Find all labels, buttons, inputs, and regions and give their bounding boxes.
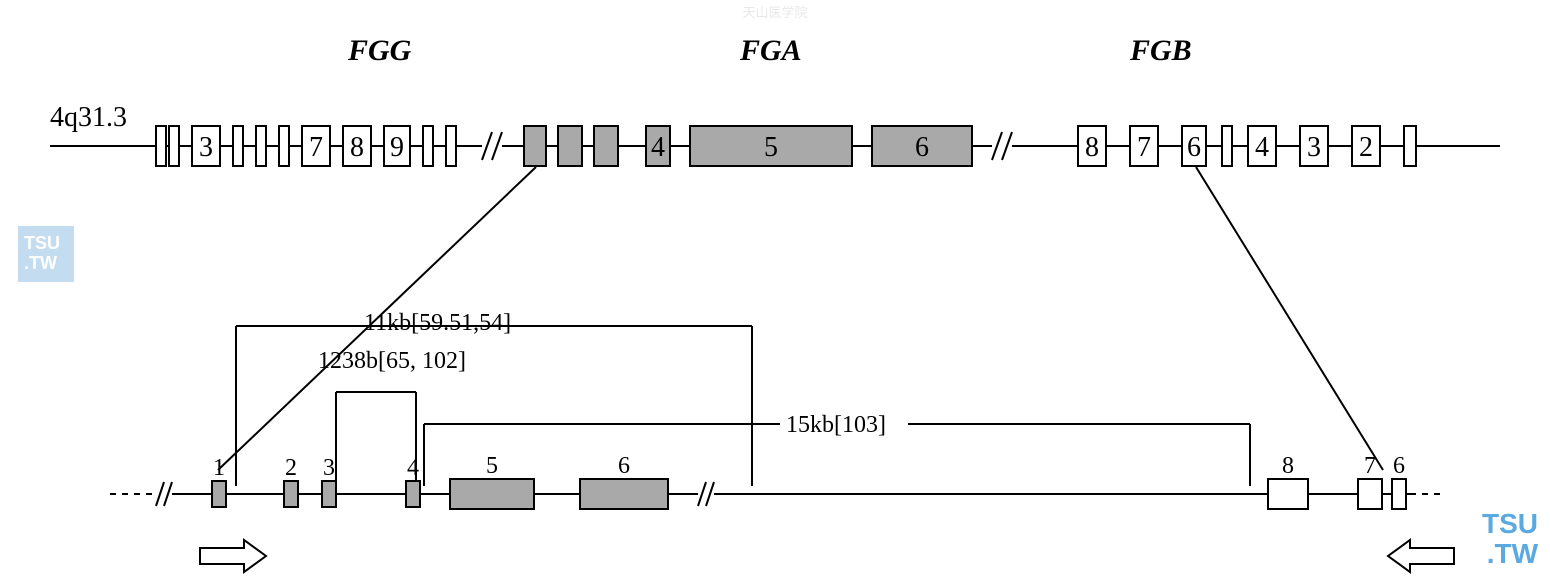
svg-text:15kb[103]: 15kb[103] bbox=[786, 412, 886, 438]
svg-text:6: 6 bbox=[1187, 132, 1201, 163]
svg-text:4q31.3: 4q31.3 bbox=[50, 102, 127, 133]
svg-text:7: 7 bbox=[1137, 132, 1151, 163]
svg-text:FGB: FGB bbox=[1129, 34, 1192, 67]
svg-text:6: 6 bbox=[1393, 453, 1405, 479]
svg-text:2: 2 bbox=[1359, 132, 1373, 163]
svg-text:3: 3 bbox=[199, 132, 213, 163]
svg-text:8: 8 bbox=[1085, 132, 1099, 163]
svg-text:8: 8 bbox=[1282, 453, 1294, 479]
svg-text:5: 5 bbox=[764, 132, 778, 163]
svg-text:9: 9 bbox=[390, 132, 404, 163]
svg-text:4: 4 bbox=[1255, 132, 1269, 163]
svg-text:11kb[59.51,54]: 11kb[59.51,54] bbox=[364, 310, 511, 336]
svg-text:FGG: FGG bbox=[347, 34, 412, 67]
svg-text:2: 2 bbox=[285, 455, 297, 481]
svg-text:6: 6 bbox=[618, 453, 630, 479]
svg-text:4: 4 bbox=[407, 455, 419, 481]
svg-text:8: 8 bbox=[350, 132, 364, 163]
svg-text:7: 7 bbox=[309, 132, 323, 163]
svg-text:3: 3 bbox=[1307, 132, 1321, 163]
svg-text:4: 4 bbox=[651, 132, 665, 163]
svg-text:1238b[65, 102]: 1238b[65, 102] bbox=[318, 348, 466, 374]
svg-text:7: 7 bbox=[1364, 453, 1376, 479]
gene-diagram: 3789456876432FGGFGAFGB4q31.311kb[59.51,5… bbox=[0, 0, 1550, 586]
svg-text:5: 5 bbox=[486, 453, 498, 479]
svg-text:6: 6 bbox=[915, 132, 929, 163]
svg-text:FGA: FGA bbox=[739, 34, 802, 67]
svg-text:1: 1 bbox=[213, 455, 225, 481]
svg-text:3: 3 bbox=[323, 455, 335, 481]
